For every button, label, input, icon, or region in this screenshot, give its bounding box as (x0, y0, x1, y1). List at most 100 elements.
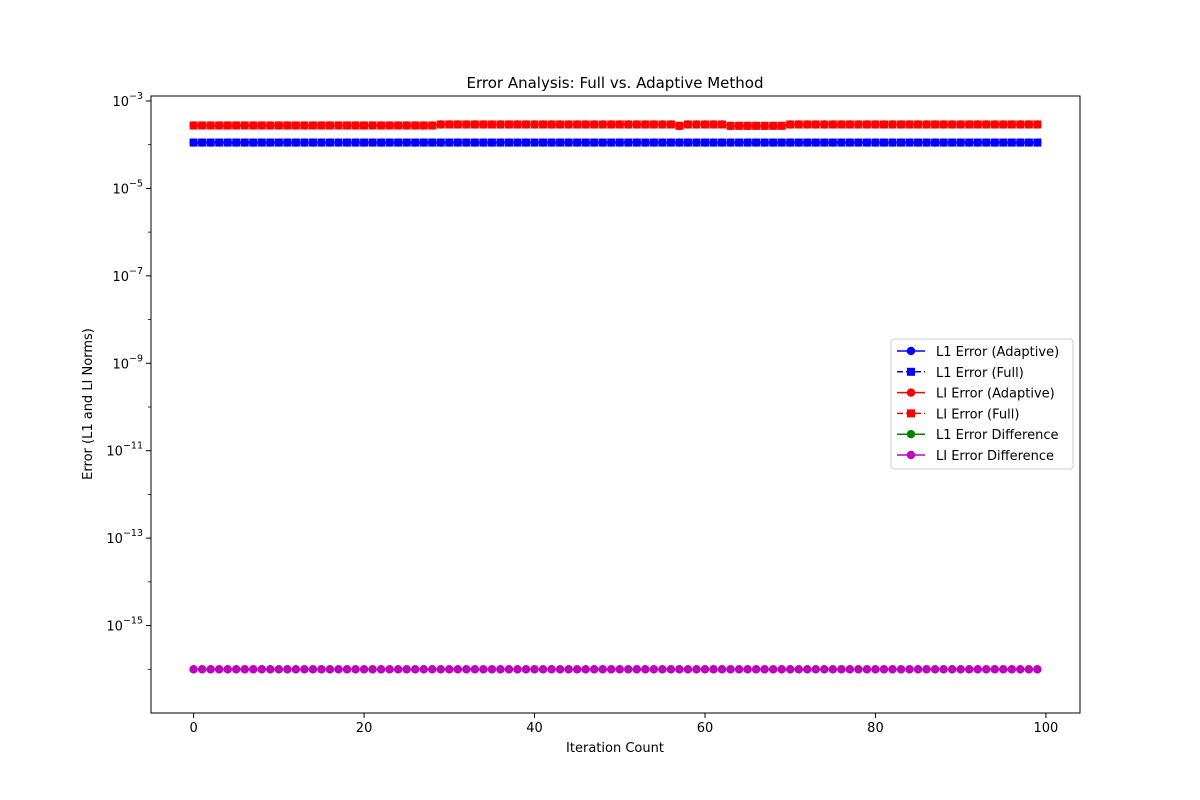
legend-marker (907, 409, 915, 418)
data-point (530, 120, 539, 129)
data-point (291, 665, 301, 674)
legend-item: LI Error (Adaptive) (897, 387, 1055, 402)
data-point (905, 665, 914, 674)
data-point (692, 120, 701, 129)
data-point (956, 665, 965, 674)
data-point (394, 121, 403, 130)
y-tick-label: 10−9 (112, 353, 143, 372)
data-point (862, 120, 871, 129)
data-point (871, 120, 880, 129)
data-point (223, 138, 232, 147)
legend-marker (906, 430, 916, 439)
data-point (215, 138, 224, 147)
legend-item: LI Error (Full) (897, 407, 1019, 422)
data-point (683, 120, 692, 129)
data-point (198, 121, 207, 130)
data-point (530, 665, 539, 674)
data-point (445, 138, 454, 147)
data-point (240, 121, 249, 130)
data-point (266, 665, 275, 674)
data-point (675, 665, 684, 674)
data-point (402, 138, 411, 147)
data-point (581, 665, 590, 674)
data-point (436, 665, 445, 674)
data-point (999, 665, 1008, 674)
data-point (692, 138, 701, 147)
data-point (700, 665, 710, 674)
legend-item: L1 Error Difference (897, 428, 1058, 443)
data-point (428, 665, 437, 674)
data-point (462, 138, 471, 147)
data-point (794, 138, 803, 147)
data-point (470, 138, 479, 147)
y-tick-label: 10−15 (106, 616, 143, 635)
data-point (717, 665, 727, 674)
data-point (351, 138, 360, 147)
data-point (547, 120, 556, 129)
data-point (948, 120, 957, 129)
data-point (837, 138, 846, 147)
data-point (564, 120, 573, 129)
data-point (982, 665, 991, 674)
data-point (189, 138, 198, 147)
data-point (522, 120, 531, 129)
series-line (193, 123, 1038, 127)
data-point (1007, 665, 1017, 674)
data-point (556, 138, 565, 147)
data-point (607, 138, 616, 147)
data-point (325, 121, 334, 130)
data-point (615, 665, 624, 674)
data-point (965, 138, 974, 147)
data-point (624, 120, 633, 129)
data-point (1033, 120, 1042, 129)
data-point (530, 138, 539, 147)
data-point (692, 665, 701, 674)
data-point (1016, 120, 1025, 129)
data-point (1007, 138, 1016, 147)
legend-label: L1 Error (Adaptive) (936, 345, 1059, 360)
data-point (325, 138, 334, 147)
data-point (828, 120, 837, 129)
x-tick-label: 100 (1033, 721, 1058, 736)
data-point (862, 665, 872, 674)
plot-area-frame (150, 95, 1081, 714)
data-point (598, 120, 607, 129)
data-point (223, 121, 232, 130)
series-li-error-difference (189, 665, 1042, 674)
data-point (922, 665, 931, 674)
y-tick-label: 10−5 (112, 178, 143, 197)
data-point (215, 121, 224, 130)
data-point (641, 665, 650, 674)
data-point (470, 665, 480, 674)
data-point (419, 138, 428, 147)
data-point (999, 120, 1008, 129)
data-point (794, 665, 803, 674)
data-point (854, 138, 863, 147)
data-point (325, 665, 335, 674)
data-point (411, 121, 420, 130)
data-point (598, 665, 607, 674)
data-point (990, 665, 999, 674)
data-point (377, 121, 386, 130)
data-point (334, 121, 343, 130)
y-axis: 10−3 10−5 10−7 10−9 10−11 10−13 10−15 (106, 91, 151, 670)
data-point (283, 665, 292, 674)
data-point (718, 138, 727, 147)
data-point (931, 120, 940, 129)
data-point (709, 665, 718, 674)
data-point (453, 138, 462, 147)
data-point (402, 665, 411, 674)
legend-label: LI Error (Full) (936, 407, 1019, 422)
data-point (607, 120, 616, 129)
data-point (589, 665, 599, 674)
data-point (948, 138, 957, 147)
data-point (854, 120, 863, 129)
data-point (871, 665, 880, 674)
data-point (888, 665, 897, 674)
data-point (897, 120, 906, 129)
x-tick-label: 20 (356, 721, 373, 736)
legend-label: LI Error (Adaptive) (936, 387, 1055, 402)
data-point (436, 138, 445, 147)
data-point (735, 138, 744, 147)
